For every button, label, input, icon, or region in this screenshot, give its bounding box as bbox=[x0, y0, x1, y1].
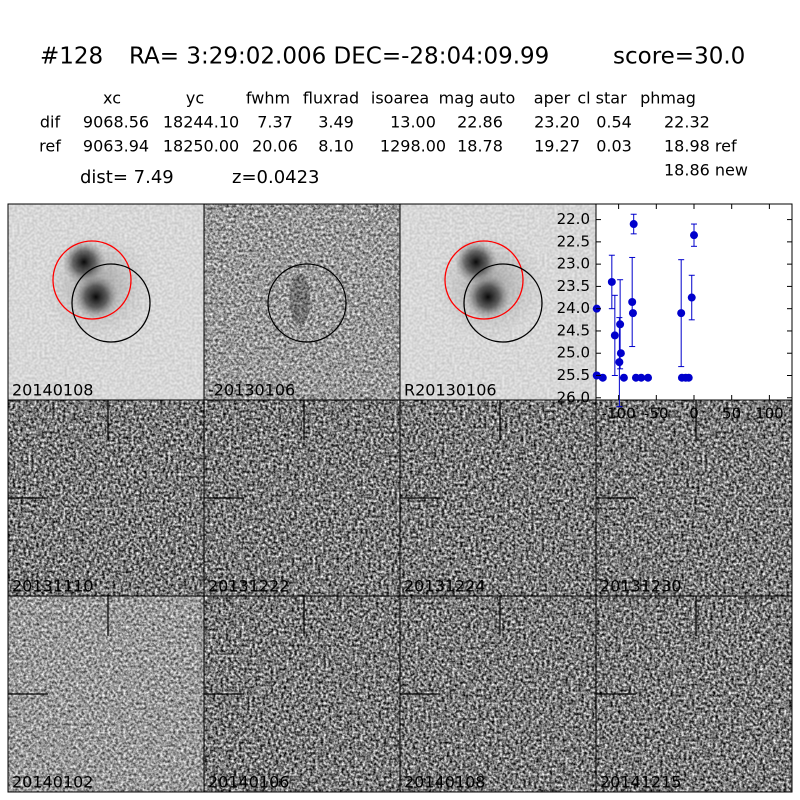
row-label: ref bbox=[39, 137, 61, 156]
stamp-label: 20140108 bbox=[12, 381, 93, 400]
galaxy-core bbox=[454, 240, 498, 284]
table-cell: 22.86 bbox=[457, 113, 503, 132]
stamp-image bbox=[204, 204, 400, 400]
aperture bbox=[463, 263, 543, 343]
data-point bbox=[690, 231, 698, 240]
image-stamps: 20140108 -20130106 R20130106 20131110 201312… bbox=[7, 203, 793, 793]
table-cell: 18.98 ref bbox=[664, 137, 737, 156]
stamp-label: 20140102 bbox=[12, 773, 93, 792]
galaxy-core bbox=[74, 275, 118, 319]
stamp-label: 20131222 bbox=[208, 577, 289, 596]
y-tick-label: 25.0 bbox=[557, 344, 590, 362]
y-tick-label: 23.5 bbox=[557, 277, 590, 295]
table-cell: 0.54 bbox=[596, 113, 632, 132]
redshift: z=0.0423 bbox=[232, 167, 320, 188]
candidate-id: #128 bbox=[40, 44, 103, 70]
column-header: cl star bbox=[577, 89, 627, 108]
y-tick-label: 22.0 bbox=[557, 210, 590, 228]
y-tick-label: 24.0 bbox=[557, 299, 590, 317]
x-tick-label: 100 bbox=[755, 405, 784, 423]
stamp-label: 20131110 bbox=[12, 577, 93, 596]
y-tick-label: 24.5 bbox=[557, 321, 590, 339]
aperture bbox=[267, 263, 347, 343]
x-tick-label: -50 bbox=[644, 405, 669, 423]
table-cell: 19.27 bbox=[534, 137, 580, 156]
stamp-label: 20140106 bbox=[208, 773, 289, 792]
data-point bbox=[619, 373, 628, 382]
x-tick-label: -100 bbox=[602, 405, 636, 423]
stamp-label: 20140108 bbox=[404, 773, 485, 792]
column-header: fluxrad bbox=[303, 89, 359, 108]
table-cell: 0.03 bbox=[596, 137, 632, 156]
y-tick-label: 22.5 bbox=[557, 232, 590, 250]
table-cell: 18.78 bbox=[457, 137, 503, 156]
stamp-label: 20131224 bbox=[404, 577, 485, 596]
table-cell: 1298.00 bbox=[380, 137, 446, 156]
data-point bbox=[598, 373, 607, 382]
data-point bbox=[644, 373, 653, 382]
data-point bbox=[628, 309, 637, 318]
table-cell: 9063.94 bbox=[83, 137, 149, 156]
stamp-label: 20131230 bbox=[600, 577, 681, 596]
data-point bbox=[684, 373, 693, 382]
data-point bbox=[629, 220, 638, 229]
row-label: dif bbox=[40, 113, 61, 132]
column-header: yc bbox=[186, 89, 204, 108]
residual bbox=[290, 274, 310, 326]
table-cell: 20.06 bbox=[252, 137, 298, 156]
data-point bbox=[616, 349, 625, 358]
ref-aperture bbox=[52, 240, 132, 320]
x-tick-label: 50 bbox=[722, 405, 741, 423]
galaxy-core bbox=[466, 275, 510, 319]
data-point bbox=[616, 320, 625, 329]
y-tick-label: 23.0 bbox=[557, 255, 590, 273]
table-cell: 18.86 new bbox=[664, 161, 748, 180]
table-cell: 3.49 bbox=[318, 113, 354, 132]
data-point bbox=[687, 293, 696, 302]
y-tick-label: 25.5 bbox=[557, 366, 590, 384]
data-point bbox=[628, 298, 637, 306]
table-cell: 18250.00 bbox=[163, 137, 239, 156]
table-cell: 13.00 bbox=[390, 113, 436, 132]
ref-aperture bbox=[444, 240, 524, 320]
table-cell: 18244.10 bbox=[163, 113, 239, 132]
data-point bbox=[610, 331, 619, 340]
aperture bbox=[71, 263, 151, 343]
data-point bbox=[615, 358, 624, 367]
column-header: isoarea bbox=[371, 89, 429, 108]
y-tick-label: 26.0 bbox=[557, 388, 590, 406]
stamp-label: -20130106 bbox=[208, 381, 295, 400]
column-header: xc bbox=[103, 89, 121, 108]
stamp-label: 20141215 bbox=[600, 773, 681, 792]
table-cell: 9068.56 bbox=[83, 113, 149, 132]
data-point bbox=[677, 309, 686, 318]
column-header: mag auto bbox=[439, 89, 516, 108]
score: score=30.0 bbox=[613, 44, 745, 70]
coordinates: RA= 3:29:02.006 DEC=-28:04:09.99 bbox=[129, 44, 549, 70]
column-header: aper bbox=[534, 89, 571, 108]
light-curve bbox=[592, 203, 793, 408]
column-header: phmag bbox=[640, 89, 696, 108]
stamp-label: R20130106 bbox=[404, 381, 497, 400]
column-header: fwhm bbox=[246, 89, 290, 108]
data-point bbox=[607, 277, 616, 286]
table-cell: 22.32 bbox=[664, 113, 710, 132]
galaxy-core bbox=[62, 240, 106, 284]
distance: dist= 7.49 bbox=[80, 167, 174, 188]
stamp-frame bbox=[595, 595, 793, 793]
data-point bbox=[637, 373, 646, 382]
table-cell: 23.20 bbox=[534, 113, 580, 132]
table-cell: 7.37 bbox=[257, 113, 293, 132]
x-tick-label: 0 bbox=[689, 405, 699, 423]
table-cell: 8.10 bbox=[318, 137, 354, 156]
